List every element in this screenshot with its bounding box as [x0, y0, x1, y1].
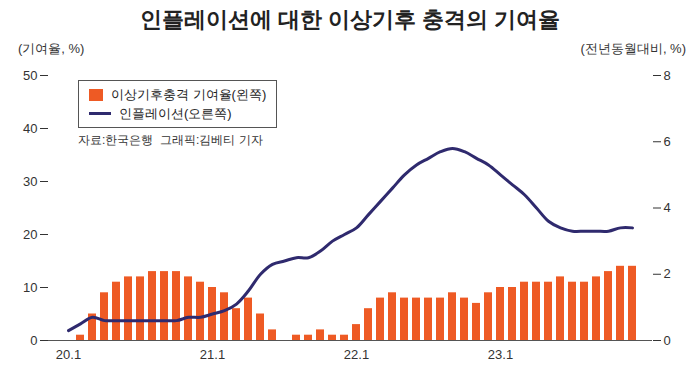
- svg-text:6: 6: [664, 134, 671, 149]
- svg-text:20.1: 20.1: [56, 347, 81, 362]
- html-text:이상기후충격 기여율(왼쪽): 이상기후충격 기여율(왼쪽): [111, 86, 267, 102]
- html-text:(전년동월대비, %): (전년동월대비, %): [580, 41, 686, 56]
- svg-text:22.1: 22.1: [344, 347, 369, 362]
- svg-text:8: 8: [664, 68, 671, 83]
- svg-text:2: 2: [664, 266, 671, 281]
- html-text:(기여율, %): (기여율, %): [18, 41, 85, 56]
- svg-text:50: 50: [23, 68, 37, 83]
- svg-text:21.1: 21.1: [200, 347, 225, 362]
- svg-text:40: 40: [23, 121, 37, 136]
- html-text:인플레이션에 대한 이상기후 충격의 기여율: 인플레이션에 대한 이상기후 충격의 기여율: [139, 7, 561, 32]
- svg-text:20: 20: [23, 227, 37, 242]
- svg-text:23.1: 23.1: [488, 347, 513, 362]
- svg-text:4: 4: [664, 200, 671, 215]
- svg-text:10: 10: [23, 280, 37, 295]
- svg-text:0: 0: [30, 333, 37, 348]
- html-text:인플레이션(오른쪽): 인플레이션(오른쪽): [119, 105, 232, 121]
- svg-text:30: 30: [23, 174, 37, 189]
- svg-text:0: 0: [664, 333, 671, 348]
- html-text:자료:한국은행 그래픽:김베티 기자: 자료:한국은행 그래픽:김베티 기자: [78, 133, 263, 147]
